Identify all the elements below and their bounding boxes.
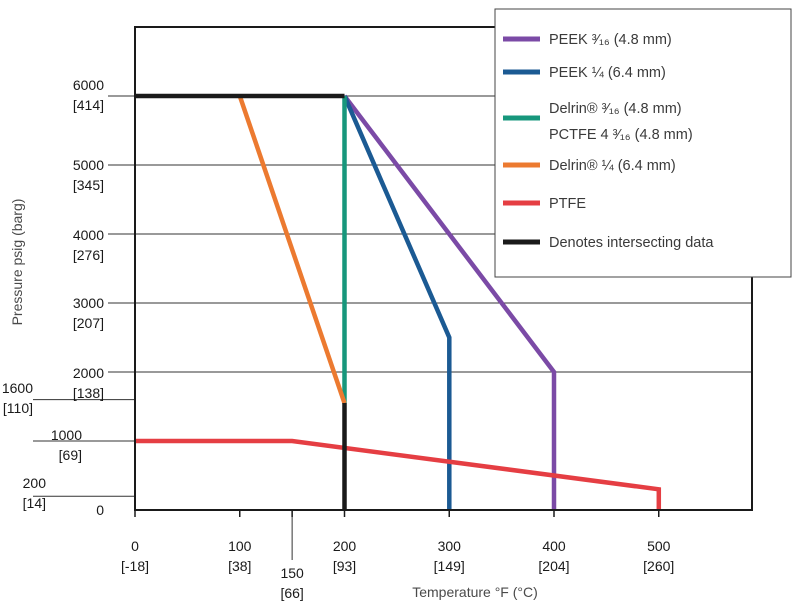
y-tick-sublabel-1600: [110] xyxy=(3,400,33,416)
x-tick-label-400: 400 xyxy=(542,538,566,554)
x-tick-label-500: 500 xyxy=(647,538,671,554)
tick-labels: 0 [-18] 100 [38] 150 [66] 200 [93] 300 [149] 400 [2… xyxy=(2,77,674,601)
y-tick-label-2000: 2000 xyxy=(73,365,104,381)
series-lines xyxy=(135,93,662,510)
y-tick-label-6000: 6000 xyxy=(73,77,104,93)
legend: PEEK ³⁄₁₆ (4.8 mm) PEEK ¼ (6.4 mm) Delrin®… xyxy=(494,8,792,278)
y-tick-sublabel-2000: [138] xyxy=(73,385,104,401)
legend-label-4: PTFE xyxy=(549,196,586,212)
x-tick-sublabel-400: [204] xyxy=(538,558,569,574)
x-tick-sublabel-100: [38] xyxy=(228,558,251,574)
legend-label-2-b: PCTFE 4 ³⁄₁₆ (4.8 mm) xyxy=(549,127,693,143)
series-line-0 xyxy=(342,94,557,510)
y-tick-label-3000: 3000 xyxy=(73,295,104,311)
x-tick-label-300: 300 xyxy=(438,538,462,554)
y-tick-label-1600: 1600 xyxy=(2,380,33,396)
legend-label-3: Delrin® ¼ (6.4 mm) xyxy=(549,158,676,174)
legend-label-0: PEEK ³⁄₁₆ (4.8 mm) xyxy=(549,32,672,48)
legend-label-5: Denotes intersecting data xyxy=(549,235,714,251)
x-tick-label-150: 150 xyxy=(280,565,304,581)
x-tick-label-100: 100 xyxy=(228,538,252,554)
x-tick-label-200: 200 xyxy=(333,538,357,554)
y-tick-label-4000: 4000 xyxy=(73,227,104,243)
legend-label-1: PEEK ¼ (6.4 mm) xyxy=(549,65,666,81)
x-tick-sublabel-200: [93] xyxy=(333,558,356,574)
y-tick-label-200: 200 xyxy=(23,475,47,491)
x-tick-sublabel-300: [149] xyxy=(434,558,465,574)
y-tick-label-0: 0 xyxy=(96,502,104,518)
series-line-4 xyxy=(135,438,662,510)
y-axis-label: Pressure psig (barg) xyxy=(9,199,25,326)
x-tick-sublabel-500: [260] xyxy=(643,558,674,574)
x-tick-label-0: 0 xyxy=(131,538,139,554)
legend-box xyxy=(494,8,792,278)
series-line-1 xyxy=(342,95,452,510)
y-tick-sublabel-1000: [69] xyxy=(59,447,82,463)
y-tick-sublabel-3000: [207] xyxy=(73,315,104,331)
x-axis-label: Temperature °F (°C) xyxy=(412,584,538,600)
y-tick-label-1000: 1000 xyxy=(51,427,82,443)
x-tick-sublabel-0: [-18] xyxy=(121,558,149,574)
y-tick-sublabel-200: [14] xyxy=(23,495,46,511)
series-line-3 xyxy=(237,95,347,404)
x-tick-sublabel-150: [66] xyxy=(280,585,303,601)
legend-label-2: Delrin® ³⁄₁₆ (4.8 mm) xyxy=(549,101,682,117)
y-tick-sublabel-6000: [414] xyxy=(73,97,104,113)
y-tick-label-5000: 5000 xyxy=(73,157,104,173)
y-tick-sublabel-4000: [276] xyxy=(73,247,104,263)
y-tick-sublabel-5000: [345] xyxy=(73,177,104,193)
